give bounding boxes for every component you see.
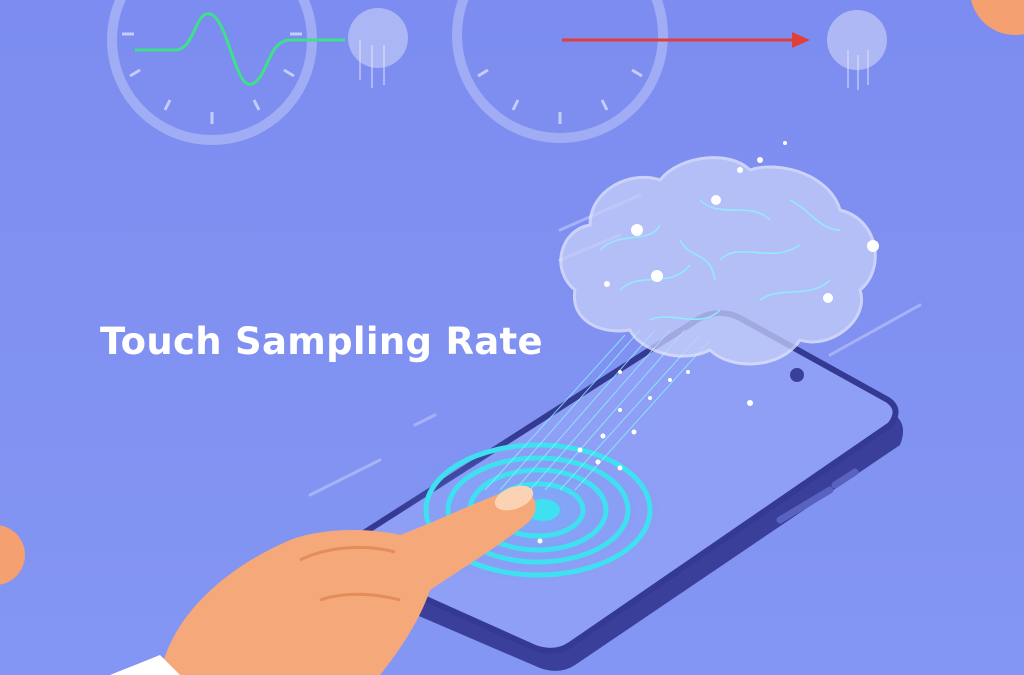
camera-hole [790,368,804,382]
brain-icon [559,156,879,366]
orange-circle-left [0,525,25,585]
finger-icon [110,485,536,675]
gauge-dial-right-icon [452,0,887,143]
side-button [776,486,834,524]
fingernail [494,485,534,511]
data-stream-lines [484,329,711,491]
gauge-dial-left-icon [107,0,408,145]
arrow-right-icon [562,32,810,48]
shirt-cuff [110,655,180,675]
orange-circle-top-right [971,0,1024,35]
waveform-icon [135,12,345,86]
page-title: Touch Sampling Rate [100,320,543,363]
data-particles [537,141,787,544]
